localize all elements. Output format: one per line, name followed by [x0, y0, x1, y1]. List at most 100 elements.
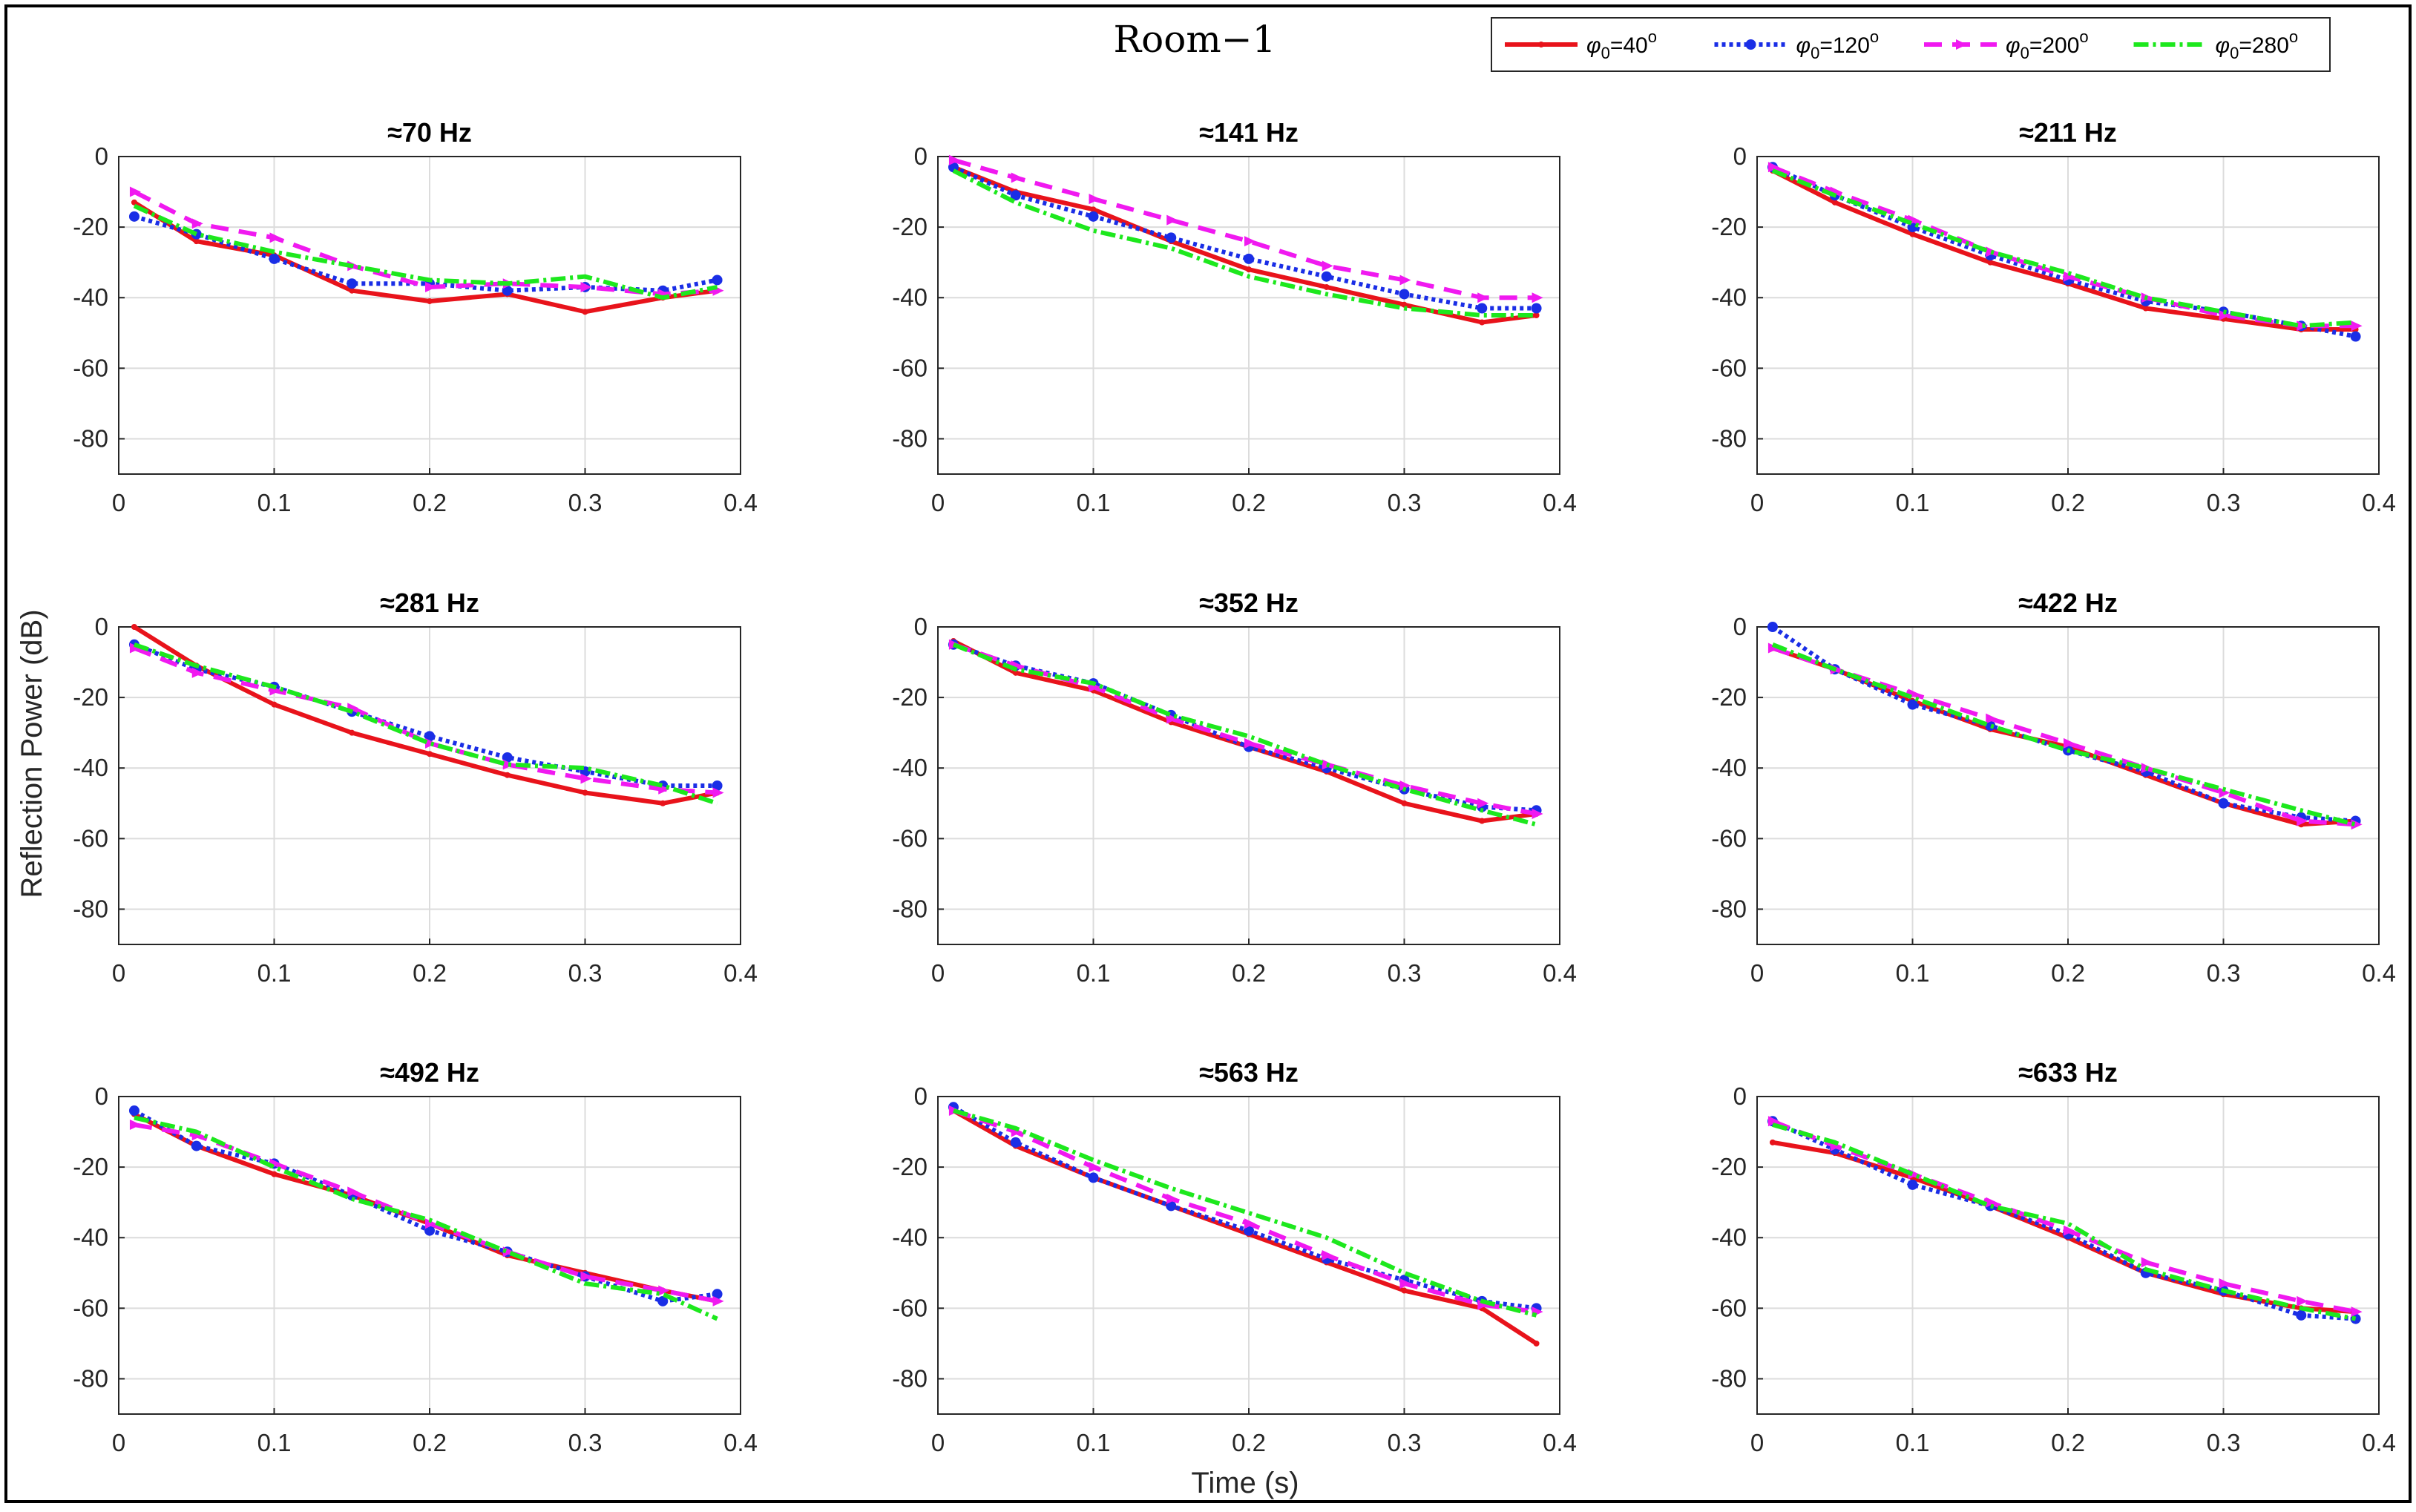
series-3-point — [1399, 780, 1411, 791]
series-1-point — [1479, 818, 1486, 824]
series-1-point — [427, 751, 433, 757]
legend-marker-2 — [1745, 39, 1756, 50]
y-tick-label: -60 — [1711, 354, 1747, 381]
series-3-point — [2351, 321, 2363, 332]
legend-label-1: φ0=40o — [1586, 27, 1657, 62]
x-tick-label: 0 — [112, 959, 125, 987]
y-tick-label: -40 — [892, 754, 928, 781]
series-2-point — [712, 275, 723, 286]
series-2-point — [128, 1105, 139, 1117]
y-tick-label: -60 — [892, 824, 928, 852]
y-tick-label: -60 — [892, 354, 928, 381]
series-3-point — [1399, 1278, 1411, 1289]
series-3-point — [1089, 1162, 1100, 1173]
series-2-point — [712, 1289, 723, 1300]
subplot-title: ≈352 Hz — [1199, 588, 1299, 618]
series-1-point — [1323, 283, 1330, 290]
series-1-point — [131, 199, 137, 206]
y-tick-label: 0 — [914, 613, 928, 640]
x-tick-label: 0.2 — [1232, 489, 1266, 516]
x-tick-label: 0.4 — [723, 489, 758, 516]
y-tick-label: -40 — [1711, 1223, 1747, 1251]
y-tick-label: -20 — [1711, 213, 1747, 240]
series-2-point — [1244, 253, 1254, 264]
series-1-point — [504, 772, 511, 778]
series-3-point — [129, 186, 141, 197]
x-tick-label: 0 — [1750, 489, 1764, 516]
y-tick-label: -80 — [73, 424, 108, 452]
y-tick-label: 0 — [1733, 1082, 1747, 1110]
x-tick-label: 0.1 — [257, 489, 292, 516]
series-3-point — [1532, 809, 1543, 820]
series-line-4 — [1771, 642, 2357, 827]
x-tick-label: 0.3 — [1388, 489, 1422, 516]
x-tick-label: 0.2 — [413, 959, 447, 987]
y-tick-label: -40 — [1711, 754, 1747, 781]
series-2-point — [502, 752, 513, 763]
y-tick-label: -80 — [892, 895, 928, 922]
series-1-point — [131, 624, 137, 630]
x-tick-label: 0.4 — [2362, 489, 2396, 516]
series-1-point — [1246, 266, 1252, 273]
x-tick-label: 0.3 — [1388, 959, 1422, 987]
series-3-point — [1477, 798, 1489, 809]
x-tick-label: 0.4 — [1543, 959, 1577, 987]
series-line-2 — [1771, 165, 2357, 339]
subplot-5: 0 0.1 0.2 0.3 0.4 0 -20 -40 -60 -80 ≈352 Hz — [892, 588, 1577, 987]
plot-border — [1756, 156, 2380, 475]
x-tick-label: 0.1 — [257, 959, 292, 987]
subplot-grid: 0 0.1 0.2 0.3 0.40-20-40-60-80≈70 Hz0 0.1 0.2 0… — [73, 117, 2396, 1456]
x-tick-label: 0.3 — [568, 489, 603, 516]
x-tick-label: 0 — [1750, 1429, 1764, 1456]
series-2-point — [1907, 699, 1918, 710]
x-tick-label: 0.3 — [2207, 489, 2241, 516]
y-tick-label: 0 — [1733, 613, 1747, 640]
series-2-point — [1166, 1200, 1177, 1212]
plot-border — [118, 626, 741, 945]
y-tick-label: 0 — [914, 1082, 928, 1110]
y-tick-label: -40 — [892, 283, 928, 311]
y-tick-label: -60 — [1711, 1294, 1747, 1321]
y-tick-label: 0 — [1733, 142, 1747, 170]
series-2-point — [502, 285, 513, 296]
y-tick-label: -20 — [1711, 683, 1747, 711]
y-tick-label: -40 — [73, 283, 108, 311]
series-2-point — [1088, 1172, 1099, 1183]
y-tick-label: -40 — [1711, 283, 1747, 311]
series-2-point — [347, 278, 358, 289]
x-tick-label: 0.2 — [2051, 959, 2085, 987]
y-tick-label: -20 — [73, 213, 108, 240]
x-axis-label: Time (s) — [1191, 1467, 1299, 1499]
series-1-point — [1479, 319, 1486, 326]
series-2-point — [2218, 798, 2229, 809]
series-3-point — [1767, 1116, 1779, 1127]
y-tick-label: -20 — [1711, 1153, 1747, 1180]
x-tick-label: 0 — [931, 1429, 945, 1456]
subplot-title: ≈211 Hz — [2019, 117, 2117, 148]
series-3-point — [2219, 310, 2230, 321]
legend: φ0=40o φ0=120o φ0=200o φ0=280o — [1491, 17, 2331, 72]
x-tick-label: 0.2 — [1232, 959, 1266, 987]
series-3-point — [1767, 162, 1779, 173]
series-3-point — [2219, 787, 2230, 798]
series-3-point — [347, 1186, 359, 1197]
x-tick-label: 0.4 — [723, 1429, 758, 1456]
series-3-point — [580, 281, 592, 292]
series-line-3 — [953, 157, 1537, 300]
y-tick-label: -60 — [73, 824, 108, 852]
x-tick-label: 0.1 — [1077, 489, 1111, 516]
series-3-point — [1166, 713, 1178, 724]
series-1-point — [660, 800, 666, 806]
series-2-point — [1088, 211, 1099, 222]
x-tick-label: 0.1 — [1077, 959, 1111, 987]
x-tick-label: 0.1 — [257, 1429, 292, 1456]
series-3-point — [425, 1218, 436, 1229]
subplot-8: 0 0.1 0.2 0.3 0.4 0 -20 -40 -60 -80 ≈563 Hz — [892, 1057, 1577, 1456]
subplot-title: ≈633 Hz — [2018, 1057, 2118, 1088]
x-tick-label: 0.3 — [568, 959, 603, 987]
y-tick-label: -60 — [892, 1294, 928, 1321]
series-3-point — [1166, 1193, 1178, 1204]
series-3-point — [1011, 172, 1022, 183]
series-3-point — [269, 232, 281, 243]
